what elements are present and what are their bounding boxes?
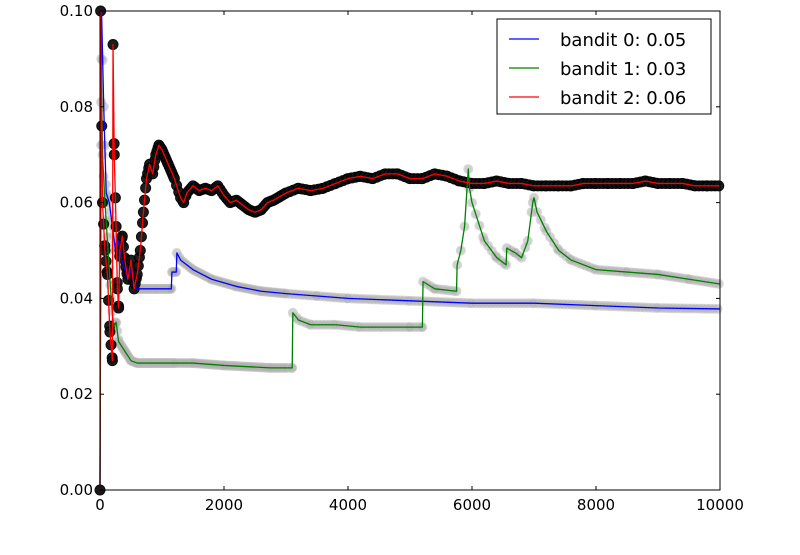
series-line	[99, 58, 721, 491]
series-line	[99, 10, 720, 491]
legend-label: bandit 1: 0.03	[560, 59, 686, 80]
y-tick-label: 0.10	[60, 2, 93, 20]
series-line	[99, 10, 721, 491]
x-tick-label: 10000	[696, 496, 744, 514]
x-tick-label: 8000	[577, 496, 615, 514]
series-lines-layer	[99, 10, 721, 491]
legend-label: bandit 2: 0.06	[560, 88, 686, 109]
y-tick-label: 0.06	[60, 194, 93, 212]
x-tick-label: 6000	[453, 496, 491, 514]
x-tick-label: 0	[95, 496, 105, 514]
y-tick-label: 0.04	[60, 289, 93, 307]
y-tick-label: 0.00	[60, 481, 93, 499]
legend-box	[496, 18, 712, 115]
x-tick-label: 2000	[205, 496, 243, 514]
y-tick-label: 0.08	[60, 98, 93, 116]
x-tick-label: 4000	[329, 496, 367, 514]
y-tick-label: 0.02	[60, 385, 93, 403]
plot-frame	[99, 10, 721, 491]
axis-ticks-layer: 0 2000 4000 6000 8000 10000 0.00 0.02 0.04 0.06 0.…	[60, 2, 744, 514]
legend: bandit 0: 0.05 bandit 1: 0.03 bandit 2: 0.…	[496, 18, 712, 115]
legend-label: bandit 0: 0.05	[560, 30, 686, 51]
